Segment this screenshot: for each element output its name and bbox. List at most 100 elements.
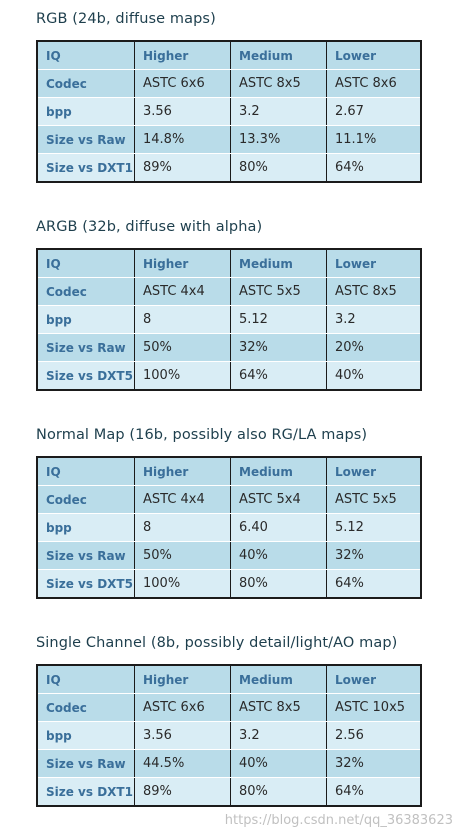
header-cell: Medium [230,458,326,485]
table-cell: 32% [326,750,420,777]
row-label: Size vs DXT1 [46,160,133,175]
compression-table: IQ Higher Medium Lower Codec ASTC 4x4 AS… [36,248,422,391]
table-cell: 89% [134,154,230,181]
header-cell: Lower [326,250,420,277]
section-title: RGB (24b, diffuse maps) [36,11,216,27]
table-cell: 14.8% [134,126,230,153]
table-header-row: IQ Higher Medium Lower [38,458,420,485]
table-cell: 3.56 [134,722,230,749]
table-cell: ASTC 8x5 [230,70,326,97]
table-cell: 89% [134,778,230,805]
row-label: Size vs DXT5 [46,368,133,383]
table-cell: 50% [134,334,230,361]
table-row: Codec ASTC 6x6 ASTC 8x5 ASTC 10x5 [38,693,420,721]
header-cell: Lower [326,458,420,485]
table-cell: ASTC 8x5 [326,278,420,305]
row-label: bpp [46,728,72,743]
section-title: ARGB (32b, diffuse with alpha) [36,219,263,235]
row-label: Size vs DXT5 [46,576,133,591]
compression-table: IQ Higher Medium Lower Codec ASTC 6x6 AS… [36,664,422,807]
table-cell: 3.2 [230,98,326,125]
table-cell: 2.67 [326,98,420,125]
table-cell: 32% [230,334,326,361]
table-cell: ASTC 6x6 [134,70,230,97]
header-cell: Higher [134,250,230,277]
table-cell: 32% [326,542,420,569]
watermark-text: https://blog.csdn.net/qq_36383623 [224,813,453,828]
table-cell: ASTC 4x4 [134,278,230,305]
table-cell: 3.2 [326,306,420,333]
table-cell: 80% [230,778,326,805]
table-cell: 100% [134,570,230,597]
table-row: Codec ASTC 6x6 ASTC 8x5 ASTC 8x6 [38,69,420,97]
table-cell: 100% [134,362,230,389]
header-cell: Lower [326,666,420,693]
header-cell: Medium [230,666,326,693]
header-cell: Higher [134,458,230,485]
table-cell: 6.40 [230,514,326,541]
row-label: Codec [46,284,87,299]
row-label: bpp [46,104,72,119]
row-label: Size vs Raw [46,132,126,147]
table-cell: ASTC 8x6 [326,70,420,97]
header-cell: Medium [230,250,326,277]
table-cell: ASTC 5x4 [230,486,326,513]
table-cell: 50% [134,542,230,569]
table-cell: ASTC 10x5 [326,694,420,721]
section-title: Single Channel (8b, possibly detail/ligh… [36,635,398,651]
table-cell: 80% [230,570,326,597]
header-cell: Lower [326,42,420,69]
table-cell: 64% [326,570,420,597]
table-header-row: IQ Higher Medium Lower [38,666,420,693]
table-row: Size vs Raw 14.8% 13.3% 11.1% [38,125,420,153]
table-cell: 3.2 [230,722,326,749]
header-cell: Medium [230,42,326,69]
table-cell: 40% [326,362,420,389]
header-cell: IQ [46,256,61,271]
table-row: Size vs DXT5 100% 64% 40% [38,361,420,389]
table-row: Size vs DXT1 89% 80% 64% [38,153,420,181]
compression-table: IQ Higher Medium Lower Codec ASTC 6x6 AS… [36,40,422,183]
table-row: Codec ASTC 4x4 ASTC 5x4 ASTC 5x5 [38,485,420,513]
table-header-row: IQ Higher Medium Lower [38,250,420,277]
row-label: Codec [46,76,87,91]
section-title: Normal Map (16b, possibly also RG/LA map… [36,427,368,443]
table-cell: 20% [326,334,420,361]
table-cell: 64% [326,154,420,181]
table-row: bpp 8 5.12 3.2 [38,305,420,333]
row-label: Codec [46,700,87,715]
table-cell: ASTC 4x4 [134,486,230,513]
header-cell: Higher [134,666,230,693]
table-row: Size vs Raw 44.5% 40% 32% [38,749,420,777]
row-label: Codec [46,492,87,507]
row-label: Size vs DXT1 [46,784,133,799]
table-row: Size vs Raw 50% 40% 32% [38,541,420,569]
table-cell: 5.12 [326,514,420,541]
table-cell: ASTC 5x5 [326,486,420,513]
row-label: bpp [46,520,72,535]
header-cell: IQ [46,672,61,687]
row-label: Size vs Raw [46,756,126,771]
header-cell: Higher [134,42,230,69]
header-cell: IQ [46,48,61,63]
table-row: Size vs DXT1 89% 80% 64% [38,777,420,805]
table-cell: ASTC 8x5 [230,694,326,721]
header-cell: IQ [46,464,61,479]
table-cell: 3.56 [134,98,230,125]
table-cell: ASTC 6x6 [134,694,230,721]
table-cell: ASTC 5x5 [230,278,326,305]
table-row: bpp 3.56 3.2 2.56 [38,721,420,749]
table-cell: 2.56 [326,722,420,749]
row-label: bpp [46,312,72,327]
table-row: Codec ASTC 4x4 ASTC 5x5 ASTC 8x5 [38,277,420,305]
table-cell: 80% [230,154,326,181]
table-cell: 64% [230,362,326,389]
table-cell: 13.3% [230,126,326,153]
table-row: Size vs DXT5 100% 80% 64% [38,569,420,597]
table-cell: 40% [230,542,326,569]
compression-table: IQ Higher Medium Lower Codec ASTC 4x4 AS… [36,456,422,599]
table-header-row: IQ Higher Medium Lower [38,42,420,69]
table-row: bpp 3.56 3.2 2.67 [38,97,420,125]
table-row: Size vs Raw 50% 32% 20% [38,333,420,361]
table-row: bpp 8 6.40 5.12 [38,513,420,541]
